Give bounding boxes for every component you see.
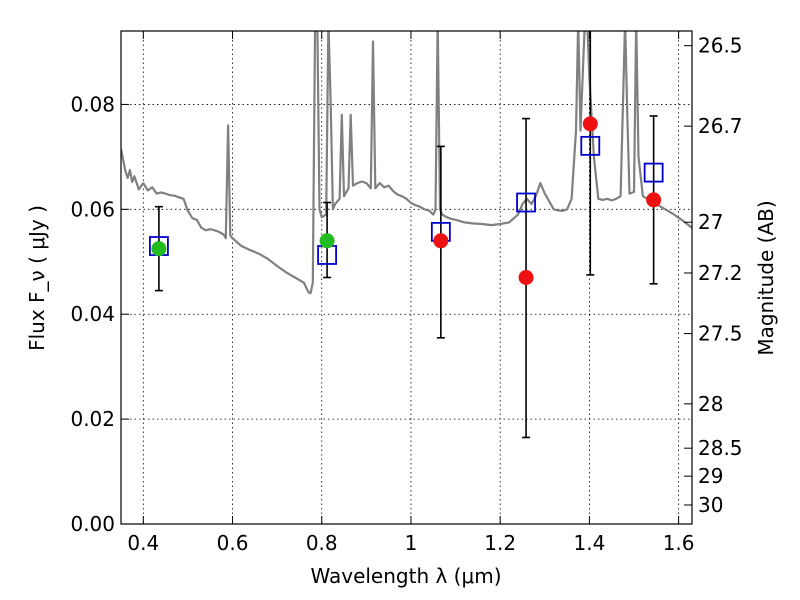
grid-lines [121, 31, 692, 524]
x-tick-label: 1.4 [573, 531, 605, 555]
model-spectrum-layer [121, 31, 692, 295]
x-tick-label: 1 [405, 531, 418, 555]
model-photometry-square [516, 192, 536, 213]
x-tick-label: 0.4 [127, 531, 159, 555]
y-axis-label: Flux F_ν ( μJy ) [25, 205, 49, 351]
mag-tick-label: 27.5 [698, 322, 743, 346]
observed-point [582, 116, 598, 132]
mag-tick-label: 28 [698, 392, 723, 416]
observed-point-detection [319, 233, 335, 249]
observed-point [433, 233, 449, 249]
axis-ticks: 0.4 0.6 0.8 1 1.2 1.4 1.6 0.00 0.02 0.04 0.06 0.08 2… [70, 31, 743, 555]
photometry-layer [149, 31, 664, 439]
mag-tick-label: 27 [698, 210, 723, 234]
model-spectrum-line [121, 31, 692, 295]
y-tick-label: 0.08 [70, 92, 115, 116]
mag-tick-label: 29 [698, 464, 723, 488]
x-tick-label: 1.2 [484, 531, 516, 555]
x-tick-label: 0.6 [217, 531, 249, 555]
model-photometry-square [643, 162, 664, 183]
x-tick-label: 1.6 [663, 531, 695, 555]
y-tick-label: 0.04 [70, 302, 115, 326]
plot-frame [120, 30, 693, 525]
mag-tick-label: 28.5 [698, 436, 743, 460]
x-tick-label: 0.8 [306, 531, 338, 555]
mag-tick-label: 26.7 [698, 114, 743, 138]
model-photometry-square [580, 135, 601, 156]
mag-tick-label: 26.5 [698, 34, 743, 58]
y2-axis-label: Magnitude (AB) [754, 200, 778, 355]
mag-tick-label: 27.2 [698, 261, 743, 285]
y-tick-label: 0.02 [70, 407, 115, 431]
x-axis-label: Wavelength λ (μm) [310, 564, 501, 588]
observed-point [518, 270, 534, 285]
observed-point [646, 192, 662, 208]
observed-point-detection [151, 241, 167, 257]
y-tick-label: 0.00 [70, 512, 115, 536]
mag-tick-label: 30 [698, 493, 723, 517]
y-tick-label: 0.06 [70, 197, 115, 221]
